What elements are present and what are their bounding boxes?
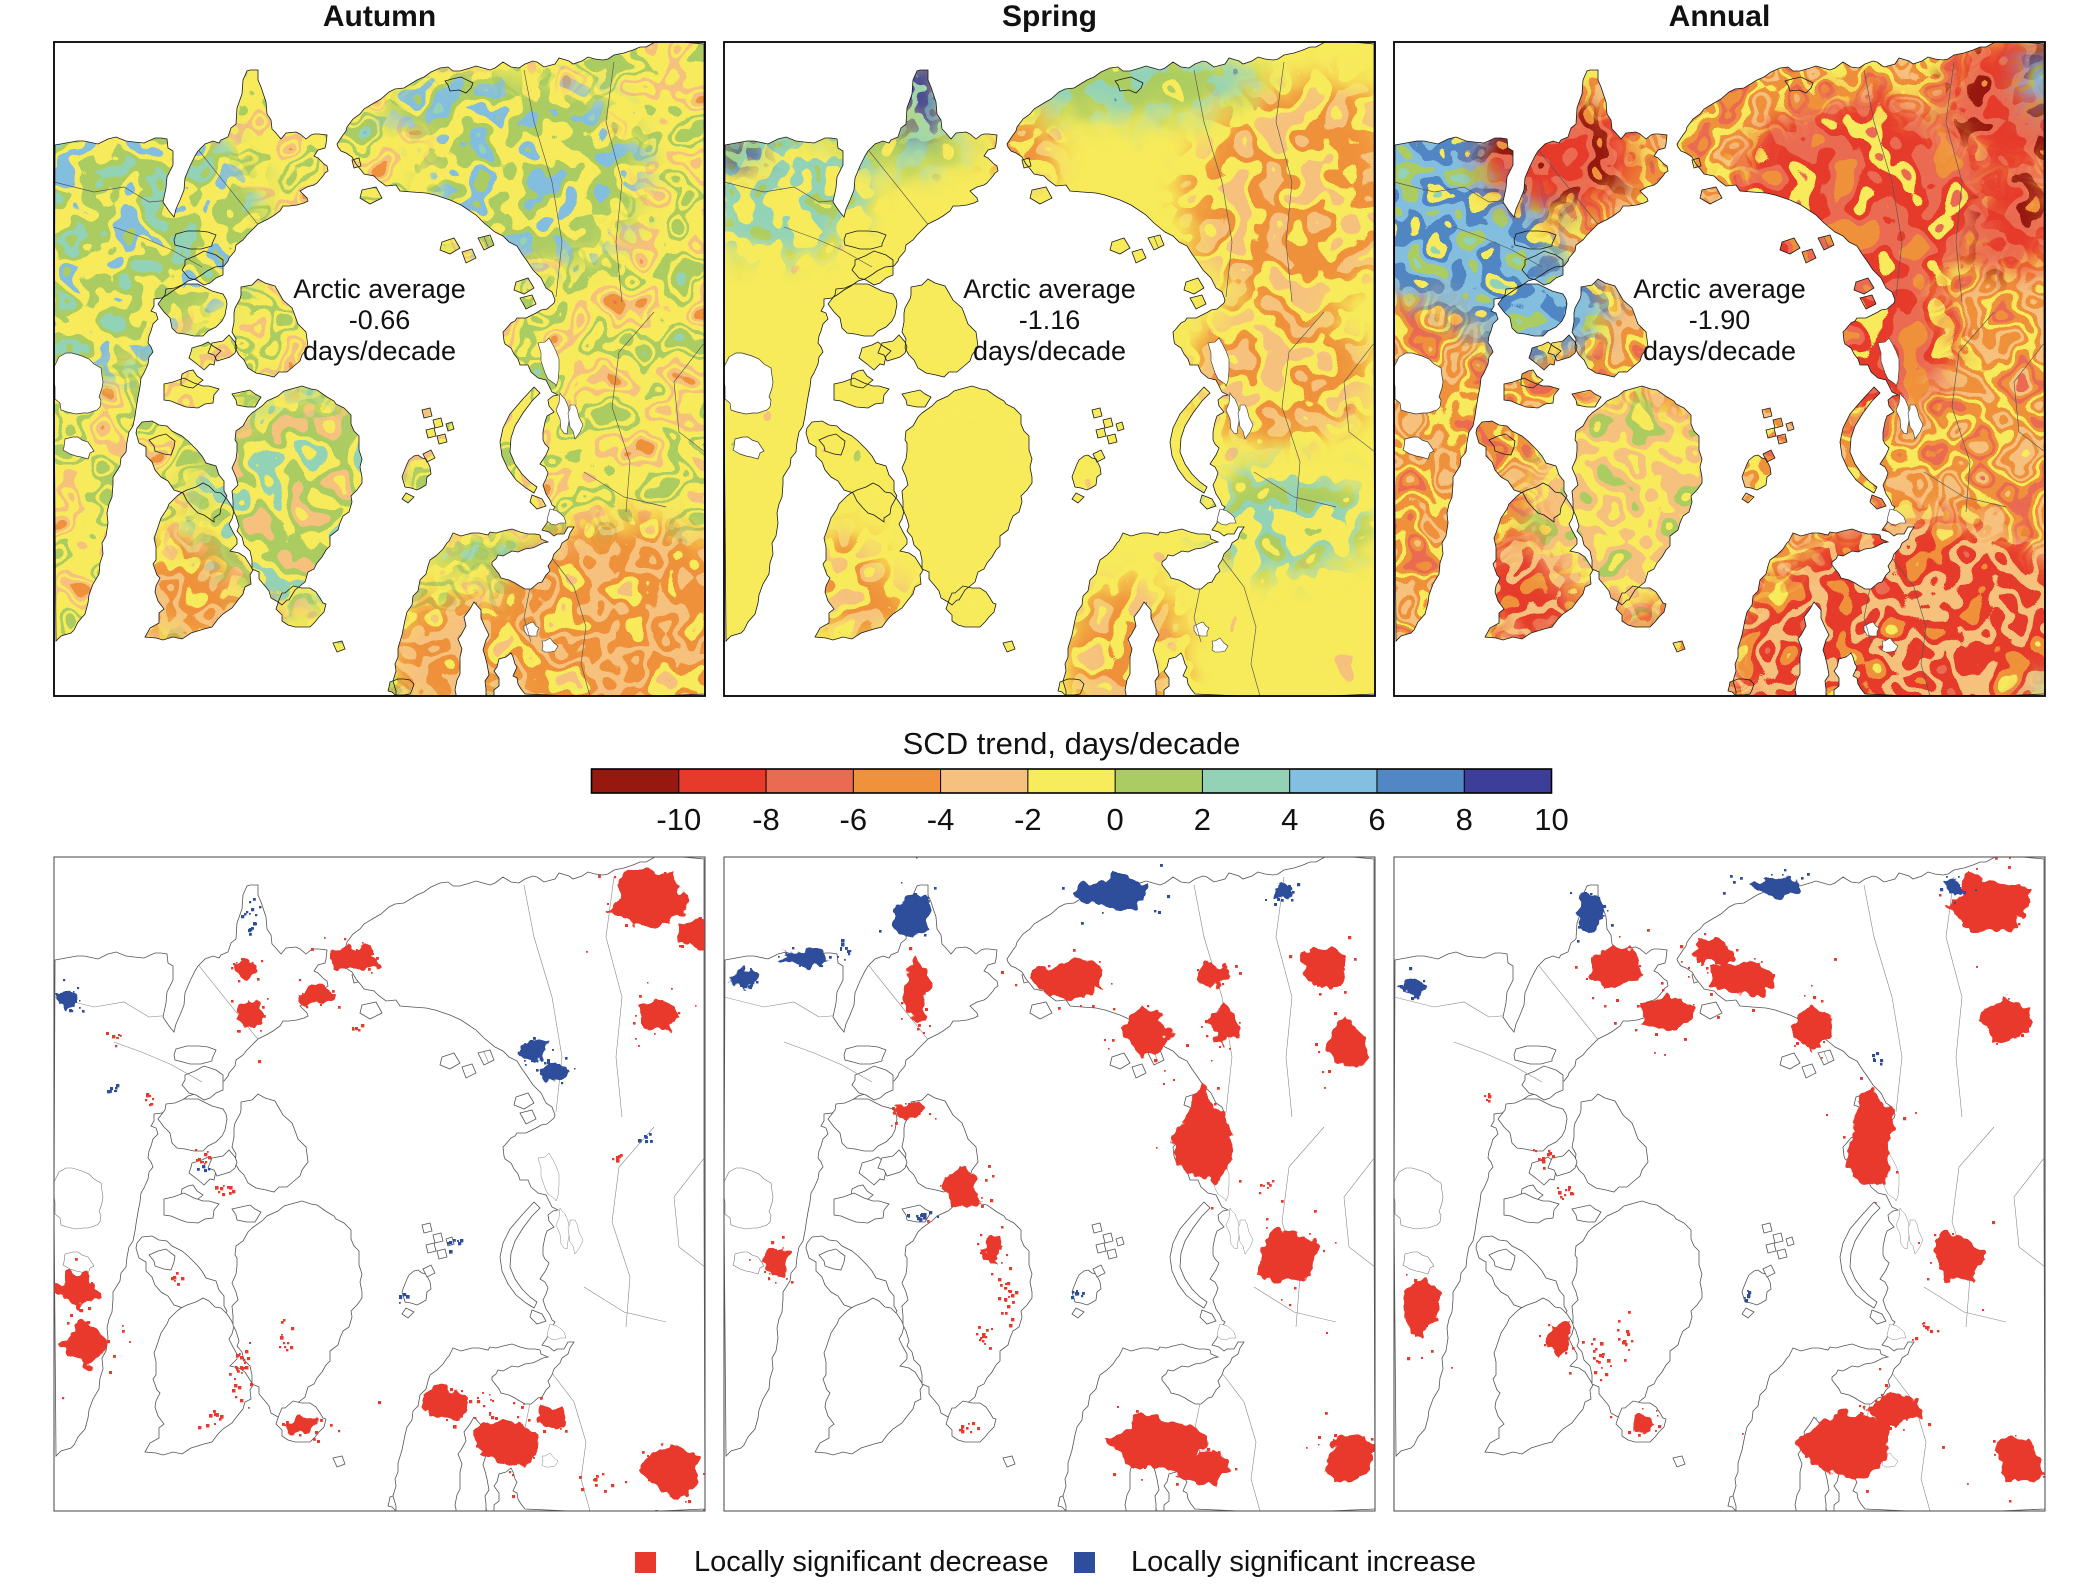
svg-text:days/decade: days/decade — [973, 336, 1126, 366]
svg-text:6: 6 — [1368, 802, 1385, 837]
svg-text:Spring: Spring — [1002, 0, 1097, 33]
svg-text:Autumn: Autumn — [323, 0, 436, 33]
svg-text:Arctic average: Arctic average — [293, 274, 466, 304]
svg-text:-1.90: -1.90 — [1689, 305, 1751, 335]
svg-text:-8: -8 — [752, 802, 780, 837]
svg-text:Arctic average: Arctic average — [963, 274, 1136, 304]
svg-text:10: 10 — [1534, 802, 1568, 837]
svg-text:4: 4 — [1281, 802, 1298, 837]
svg-text:days/decade: days/decade — [303, 336, 456, 366]
svg-text:-4: -4 — [927, 802, 955, 837]
svg-text:8: 8 — [1456, 802, 1473, 837]
svg-text:Locally significant decrease: Locally significant decrease — [694, 1546, 1049, 1578]
svg-text:-10: -10 — [656, 802, 701, 837]
svg-text:2: 2 — [1194, 802, 1211, 837]
svg-text:SCD trend, days/decade: SCD trend, days/decade — [903, 726, 1241, 761]
svg-text:0: 0 — [1106, 802, 1123, 837]
svg-text:-1.16: -1.16 — [1019, 305, 1081, 335]
svg-text:-6: -6 — [840, 802, 868, 837]
svg-text:days/decade: days/decade — [1643, 336, 1796, 366]
svg-text:Arctic average: Arctic average — [1633, 274, 1806, 304]
svg-text:-2: -2 — [1014, 802, 1042, 837]
svg-text:Annual: Annual — [1669, 0, 1771, 33]
svg-text:-0.66: -0.66 — [349, 305, 411, 335]
svg-text:Locally significant increase: Locally significant increase — [1131, 1546, 1476, 1578]
